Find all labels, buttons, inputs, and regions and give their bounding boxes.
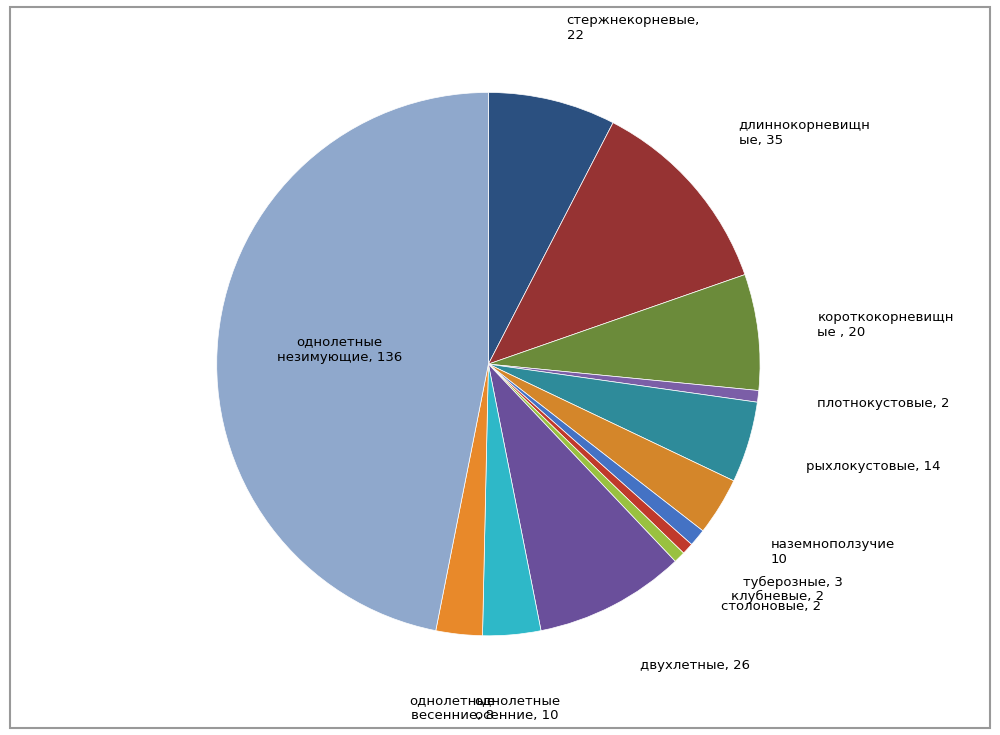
Text: однолетные
осенние, 10: однолетные осенние, 10: [474, 695, 560, 723]
Text: короткокорневищн
ые , 20: короткокорневищн ые , 20: [817, 311, 954, 339]
Wedge shape: [217, 93, 488, 631]
Text: стержнекорневые,
22: стержнекорневые, 22: [567, 14, 700, 42]
Text: двухлетные, 26: двухлетные, 26: [640, 659, 750, 672]
Wedge shape: [483, 364, 541, 636]
Text: длиннокорневищн
ые, 35: длиннокорневищн ые, 35: [739, 119, 871, 147]
Wedge shape: [488, 364, 692, 553]
Text: однолетные
незимующие, 136: однолетные незимующие, 136: [277, 336, 402, 364]
Text: рыхлокустовые, 14: рыхлокустовые, 14: [806, 459, 940, 473]
Text: столоновые, 2: столоновые, 2: [721, 600, 822, 613]
Wedge shape: [488, 364, 759, 402]
Text: плотнокустовые, 2: плотнокустовые, 2: [817, 397, 950, 410]
Wedge shape: [488, 364, 734, 531]
Text: наземноползучие
10: наземноползучие 10: [771, 538, 895, 566]
Wedge shape: [488, 93, 613, 364]
Text: клубневые, 2: клубневые, 2: [731, 589, 825, 603]
Wedge shape: [488, 275, 760, 390]
Text: однолетные
весенние, 8: однолетные весенние, 8: [409, 694, 496, 722]
Wedge shape: [488, 364, 675, 631]
Wedge shape: [488, 364, 703, 545]
Wedge shape: [488, 364, 684, 562]
Text: туберозные, 3: туберозные, 3: [743, 576, 843, 589]
Wedge shape: [436, 364, 488, 636]
Wedge shape: [488, 364, 757, 481]
Wedge shape: [488, 123, 745, 364]
